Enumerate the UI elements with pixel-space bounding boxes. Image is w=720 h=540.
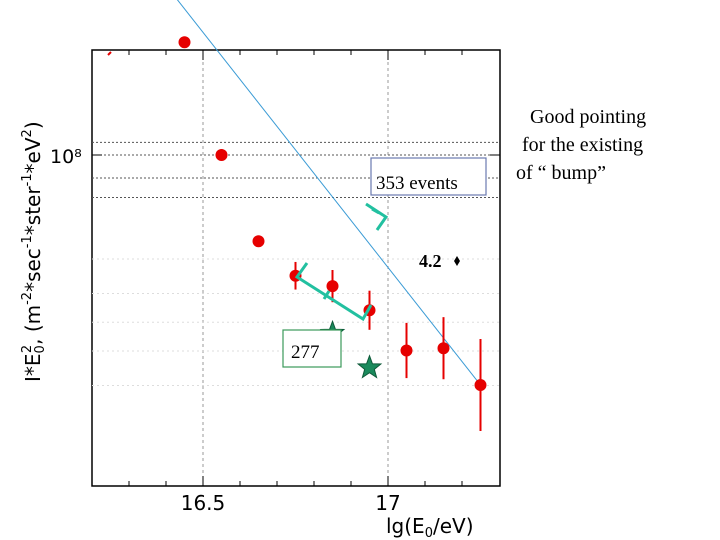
data-point-8 [437,342,450,355]
label-277-text: 277 [291,342,320,363]
events-353-label: 353 events [376,173,458,194]
note-line-2: for the existing [522,134,644,156]
data-point-5 [326,280,339,293]
fit-line [176,0,481,386]
star-point-1 [356,354,383,379]
y-tick-label-1e8: 10⁸ [50,146,82,168]
y-axis-label: I*E02, (m-2*sec-1*ster-1*eV2) [20,121,48,382]
sigma-diamond-icon [454,256,460,266]
bracket-353 [365,202,389,231]
data-point-2 [215,149,228,161]
x-axis-label: lg(E0/eV) [386,514,474,540]
axis-ticks [92,50,500,486]
label-277-box [282,329,342,368]
x-tick-label-16-5: 16.5 [181,491,226,515]
sigma-label: 4.2 [419,251,442,271]
data-points [178,36,487,431]
data-point-7 [400,344,413,357]
note-line-3: of “ bump” [516,162,606,184]
note-line-1: Good pointing [530,106,647,128]
top-edge-mark [107,51,112,56]
x-tick-label-17: 17 [375,491,400,515]
data-point-9 [474,379,487,391]
events-353-box [370,157,487,196]
bracket-277 [294,262,373,322]
data-point-1 [178,36,191,49]
data-point-3 [252,235,265,248]
grid-minor [92,258,500,386]
